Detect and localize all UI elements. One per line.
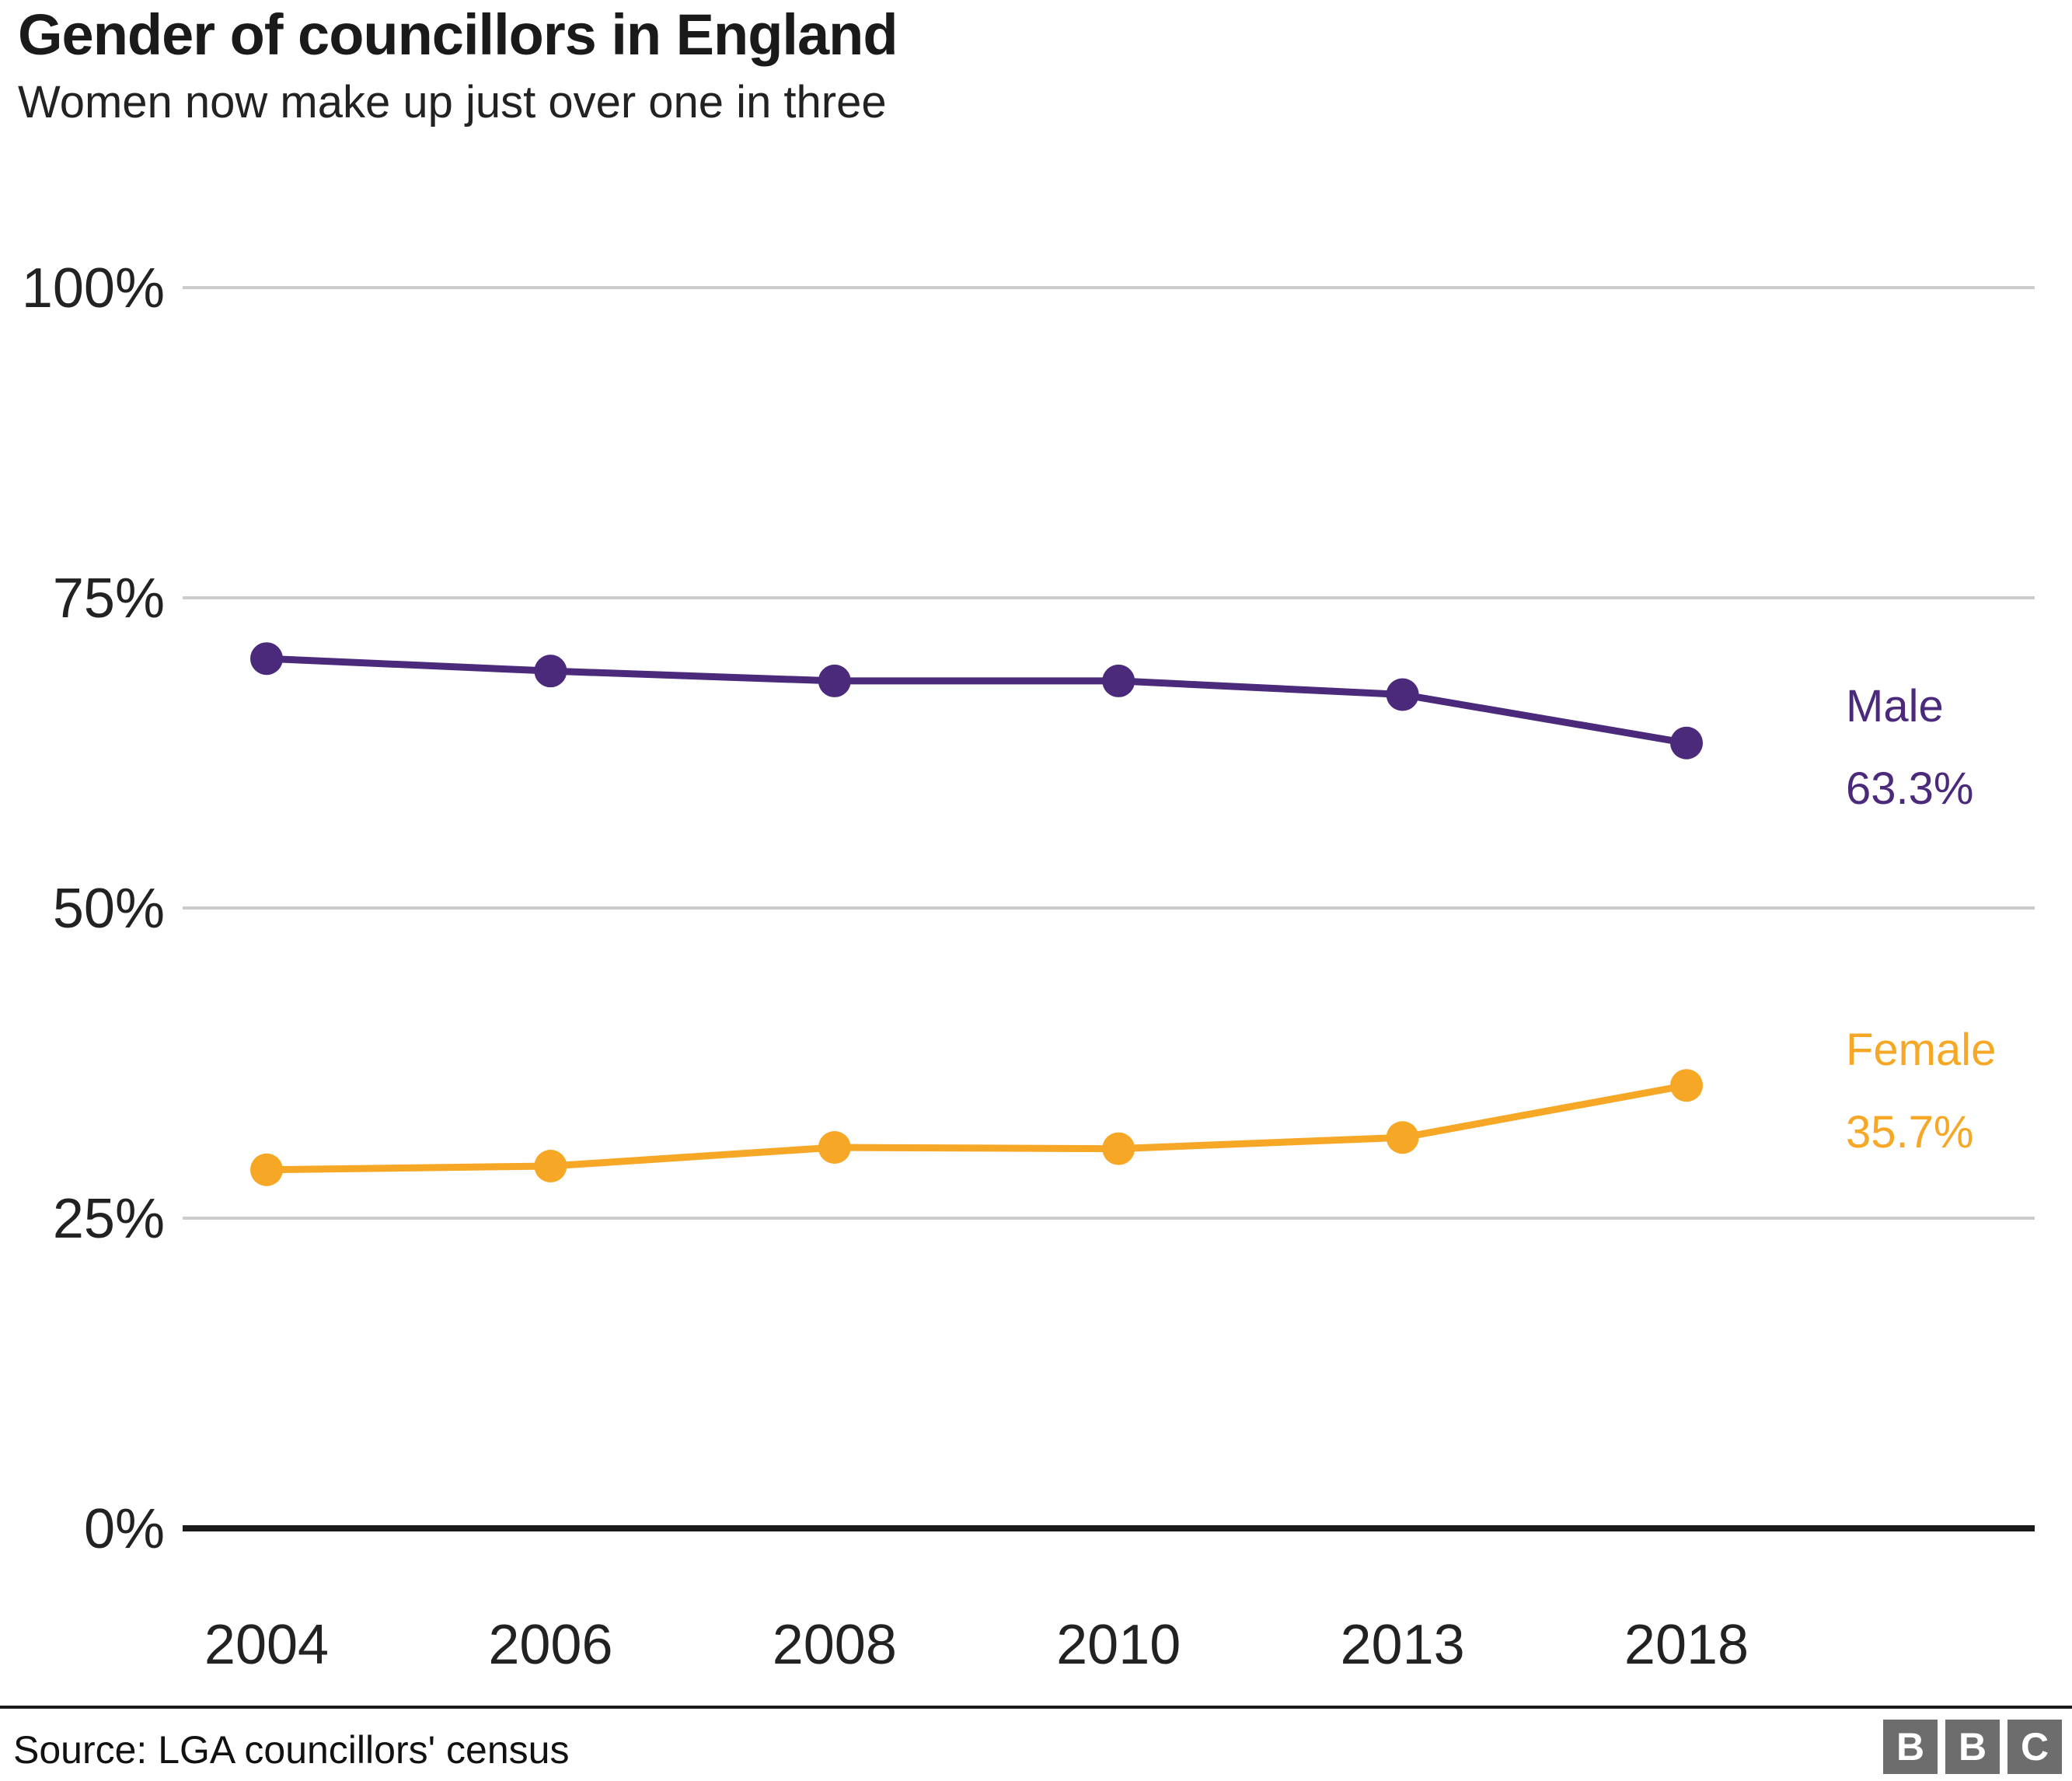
y-tick-label-100%: 100% bbox=[22, 257, 165, 320]
bbc-logo-letter-b1: B bbox=[1883, 1720, 1938, 1774]
series-line-male bbox=[266, 655, 1687, 747]
bbc-logo-letter-c: C bbox=[2007, 1720, 2062, 1774]
data-point-male-2018 bbox=[1670, 726, 1703, 760]
footer-divider bbox=[0, 1706, 2072, 1709]
chart-title: Gender of councillors in England bbox=[18, 2, 898, 67]
x-tick-label-2018: 2018 bbox=[1624, 1614, 1749, 1676]
x-tick-label-2004: 2004 bbox=[204, 1614, 329, 1676]
data-point-female-2006 bbox=[534, 1149, 567, 1182]
bbc-logo: B B C bbox=[1883, 1720, 2062, 1774]
series-line-female bbox=[266, 1081, 1687, 1174]
data-point-female-2013 bbox=[1386, 1121, 1419, 1154]
series-label-female: Female 35.7% bbox=[1846, 1009, 1996, 1174]
y-tick-label-75%: 75% bbox=[53, 567, 165, 630]
series-name-female: Female bbox=[1846, 1025, 1997, 1075]
data-point-male-2008 bbox=[818, 664, 851, 697]
data-point-male-2010 bbox=[1102, 664, 1135, 697]
data-point-female-2010 bbox=[1102, 1132, 1135, 1165]
bbc-logo-letter-b2: B bbox=[1945, 1720, 2000, 1774]
x-tick-label-2013: 2013 bbox=[1341, 1614, 1465, 1676]
x-tick-label-2006: 2006 bbox=[488, 1614, 612, 1676]
data-point-female-2004 bbox=[250, 1153, 283, 1186]
source-text: Source: LGA councillors' census bbox=[13, 1728, 570, 1772]
y-tick-label-25%: 25% bbox=[53, 1188, 165, 1250]
y-tick-label-50%: 50% bbox=[53, 878, 165, 940]
y-tick-label-0%: 0% bbox=[84, 1498, 165, 1560]
series-name-male: Male bbox=[1846, 681, 1944, 732]
chart-subtitle: Women now make up just over one in three bbox=[18, 77, 887, 127]
series-label-male: Male 63.3% bbox=[1846, 665, 1973, 830]
data-point-male-2004 bbox=[250, 642, 283, 676]
series-value-male: 63.3% bbox=[1846, 763, 1974, 814]
data-point-female-2018 bbox=[1670, 1069, 1703, 1102]
x-tick-label-2010: 2010 bbox=[1056, 1614, 1181, 1676]
data-point-female-2008 bbox=[818, 1131, 851, 1165]
data-point-male-2006 bbox=[534, 655, 567, 688]
series-value-female: 35.7% bbox=[1846, 1107, 1974, 1158]
data-point-male-2013 bbox=[1386, 678, 1419, 711]
x-tick-label-2008: 2008 bbox=[773, 1614, 897, 1676]
